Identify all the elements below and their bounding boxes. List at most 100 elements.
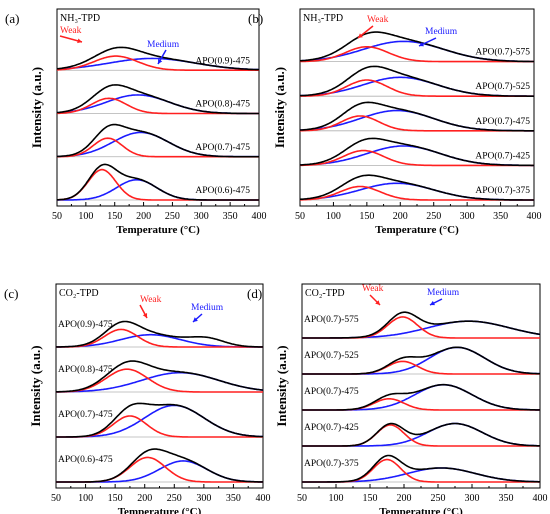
envelope-line bbox=[56, 402, 263, 438]
trace-label: APO(0.8)-475 bbox=[195, 99, 250, 110]
x-tick-label: 300 bbox=[460, 211, 475, 222]
envelope-line bbox=[299, 174, 534, 201]
trace-label: APO(0.6)-475 bbox=[195, 185, 250, 196]
weak-peak-line bbox=[300, 46, 534, 63]
trace-group: APO(0.7)-525 bbox=[299, 65, 534, 97]
x-tick-label: 50 bbox=[51, 493, 61, 504]
chart-title: NH₃-TPD bbox=[60, 13, 100, 24]
trace-label: APO(0.7)-475 bbox=[58, 409, 113, 420]
chart-title: CO₂-TPD bbox=[59, 288, 99, 299]
envelope-line bbox=[299, 65, 534, 97]
envelope-line bbox=[56, 84, 259, 115]
panel-2: (c) CO₂-TPD 50 100 150 200 250 300 350 400 Tempera… bbox=[4, 283, 271, 514]
panel-1: (b) NH₃-TPD 50 100 150 200 250 300 350 400 Tempera… bbox=[248, 8, 542, 236]
y-axis-label: Intensity (a.u.) bbox=[28, 345, 43, 426]
x-tick-label: 100 bbox=[78, 211, 93, 222]
envelope-line bbox=[57, 163, 259, 201]
x-tick-label: 200 bbox=[393, 211, 408, 222]
x-tick-label: 50 bbox=[52, 211, 62, 222]
weak-peak-line bbox=[300, 149, 534, 167]
medium-annotation: Medium bbox=[425, 27, 458, 37]
x-tick-label: 150 bbox=[359, 211, 374, 222]
envelope-line bbox=[302, 454, 540, 483]
x-tick-label: 100 bbox=[326, 211, 341, 222]
x-axis-label: Temperature (°C) bbox=[379, 506, 463, 514]
x-tick-label: 250 bbox=[431, 493, 446, 504]
trace-group: APO(0.7)-425 bbox=[300, 137, 534, 167]
trace-group: APO(0.6)-475 bbox=[56, 448, 263, 483]
envelope-line bbox=[302, 311, 541, 339]
weak-arrowhead bbox=[358, 33, 363, 38]
medium-arrowhead bbox=[158, 59, 163, 64]
weak-annotation: Weak bbox=[140, 295, 162, 305]
x-tick-label: 50 bbox=[295, 211, 305, 222]
x-tick-label: 350 bbox=[223, 211, 238, 222]
x-tick-label: 200 bbox=[397, 493, 412, 504]
x-tick-label: 300 bbox=[196, 493, 211, 504]
y-axis-label: Intensity (a.u.) bbox=[29, 67, 44, 148]
y-axis-label: Intensity (a.u.) bbox=[272, 67, 287, 148]
medium-arrowhead bbox=[419, 41, 424, 47]
x-axis-label: Temperature (°C) bbox=[116, 224, 200, 236]
trace-label: APO(0.7)-475 bbox=[195, 142, 250, 153]
trace-group: APO(0.7)-575 bbox=[299, 31, 534, 63]
trace-label: APO(0.7)-475 bbox=[475, 116, 530, 127]
panel-letter: (d) bbox=[247, 286, 262, 301]
medium-arrowhead bbox=[430, 300, 435, 306]
trace-label: APO(0.7)-525 bbox=[475, 81, 530, 92]
x-tick-label: 250 bbox=[167, 493, 182, 504]
trace-label: APO(0.7)-375 bbox=[304, 458, 359, 469]
envelope-line bbox=[56, 448, 263, 483]
envelope-line bbox=[56, 320, 263, 348]
x-tick-label: 350 bbox=[493, 211, 508, 222]
trace-group: APO(0.7)-475 bbox=[302, 383, 540, 411]
trace-label: APO(0.7)-425 bbox=[304, 422, 359, 433]
chart-title: CO₂-TPD bbox=[305, 288, 345, 299]
x-tick-label: 400 bbox=[252, 211, 267, 222]
trace-label: APO(0.7)-475 bbox=[304, 386, 359, 397]
trace-label: APO(0.7)-425 bbox=[475, 150, 530, 161]
trace-group: APO(0.7)-475 bbox=[299, 101, 534, 132]
x-axis-label: Temperature (°C) bbox=[118, 506, 202, 514]
x-axis-label: Temperature (°C) bbox=[375, 224, 459, 236]
x-tick-label: 400 bbox=[533, 493, 548, 504]
weak-arrowhead bbox=[77, 38, 82, 44]
trace-group: APO(0.7)-575 bbox=[302, 311, 541, 339]
envelope-line bbox=[302, 346, 540, 375]
weak-arrowhead bbox=[375, 300, 380, 305]
trace-group: APO(0.7)-475 bbox=[56, 123, 259, 158]
envelope-line bbox=[302, 422, 540, 447]
weak-peak-line bbox=[302, 398, 540, 411]
trace-group: APO(0.7)-525 bbox=[302, 346, 540, 375]
envelope-line bbox=[299, 31, 534, 63]
trace-label: APO(0.7)-575 bbox=[475, 47, 530, 58]
trace-group: APO(0.7)-375 bbox=[302, 454, 540, 483]
medium-annotation: Medium bbox=[427, 288, 460, 298]
x-tick-label: 150 bbox=[107, 211, 122, 222]
x-tick-label: 150 bbox=[108, 493, 123, 504]
x-tick-label: 250 bbox=[426, 211, 441, 222]
trace-group: APO(0.9)-475 bbox=[56, 319, 263, 348]
panel-0: (a) NH₃-TPD 50 100 150 200 250 300 350 400 Tempera… bbox=[5, 8, 267, 236]
x-tick-label: 200 bbox=[136, 211, 151, 222]
x-tick-label: 200 bbox=[137, 493, 152, 504]
trace-group: APO(0.6)-475 bbox=[57, 163, 259, 201]
trace-group: APO(0.7)-475 bbox=[56, 402, 263, 438]
x-tick-label: 400 bbox=[256, 493, 271, 504]
chart-title: NH₃-TPD bbox=[303, 13, 343, 24]
trace-label: APO(0.7)-375 bbox=[475, 185, 530, 196]
trace-label: APO(0.7)-525 bbox=[304, 350, 359, 361]
medium-arrowhead bbox=[193, 317, 198, 322]
trace-label: APO(0.7)-575 bbox=[304, 314, 359, 325]
medium-annotation: Medium bbox=[147, 40, 180, 50]
weak-peak-line bbox=[56, 55, 259, 71]
trace-group: APO(0.7)-375 bbox=[299, 174, 534, 201]
x-tick-label: 250 bbox=[165, 211, 180, 222]
trace-label: APO(0.8)-475 bbox=[58, 364, 113, 375]
x-tick-label: 300 bbox=[465, 493, 480, 504]
envelope-line bbox=[299, 101, 534, 132]
x-tick-label: 400 bbox=[527, 211, 542, 222]
trace-group: APO(0.7)-425 bbox=[302, 422, 540, 447]
x-tick-label: 150 bbox=[363, 493, 378, 504]
envelope-line bbox=[302, 383, 540, 411]
